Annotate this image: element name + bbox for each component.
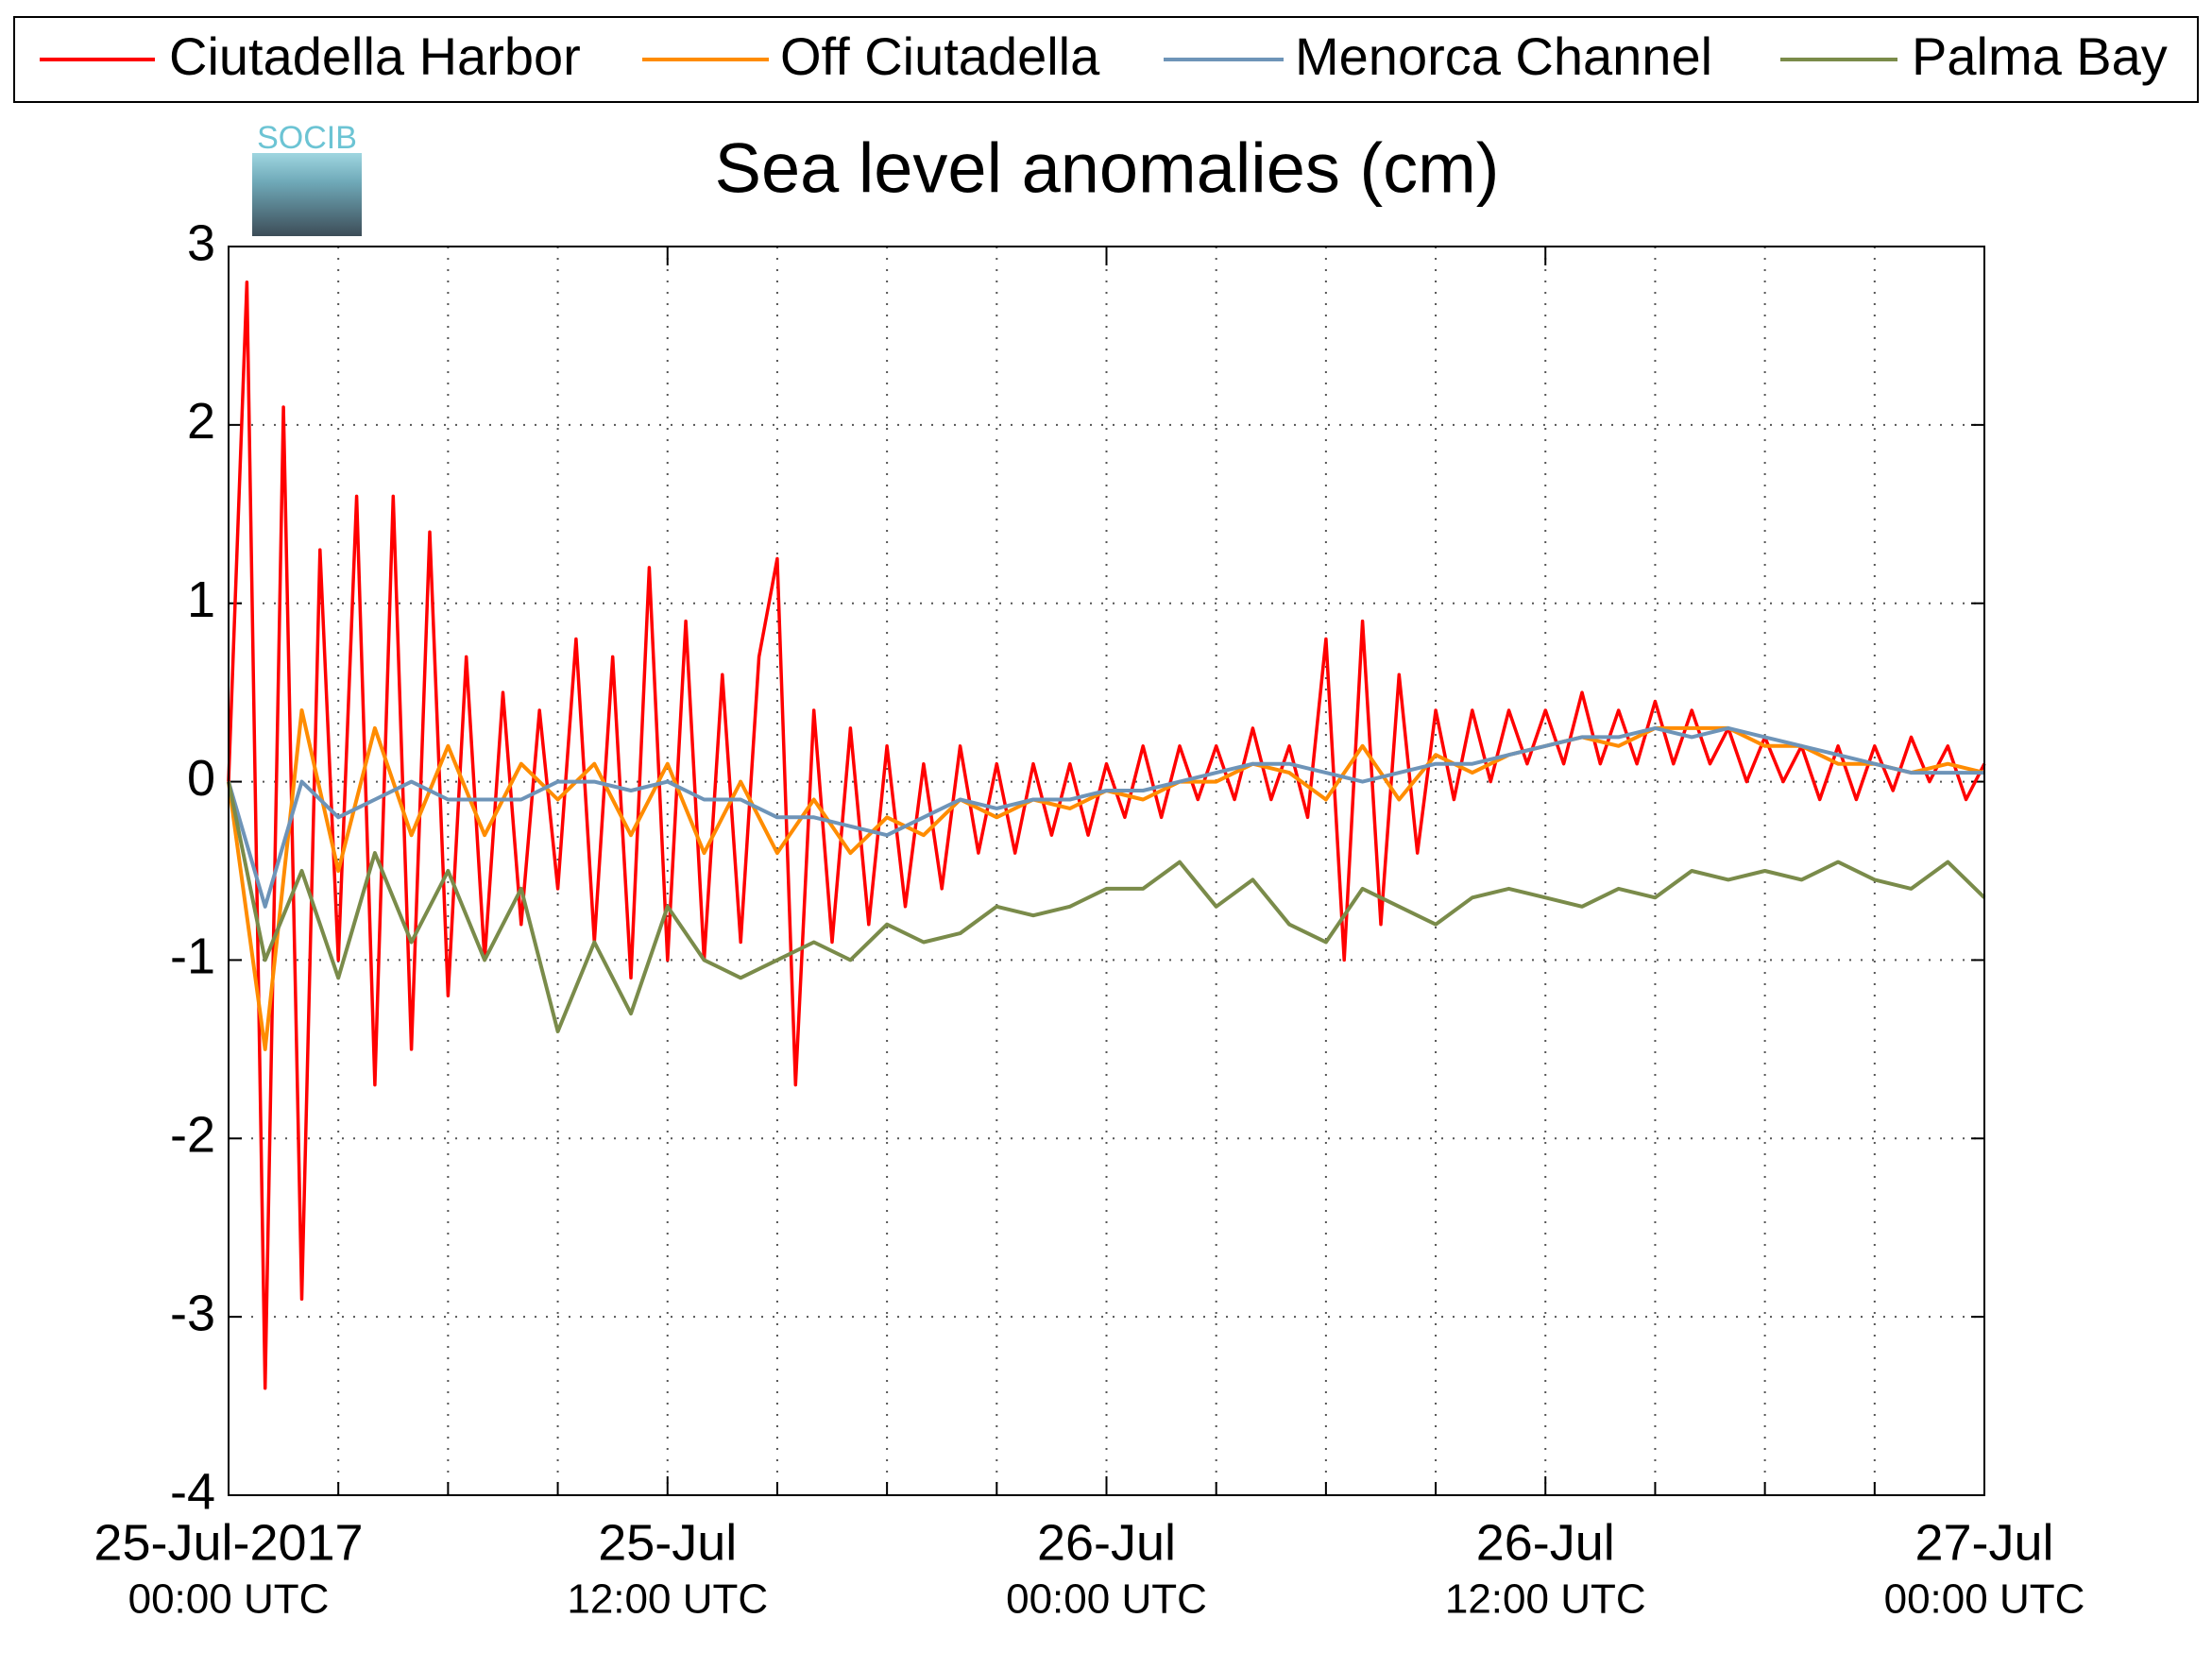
series-line [227,725,1984,909]
y-tick-label: -2 [170,1107,215,1164]
chart-title: Sea level anomalies (cm) [715,129,1500,208]
x-tick-sublabel: 00:00 UTC [1006,1576,1207,1623]
logo-text: SOCIB [257,120,357,156]
plot-frame [228,246,1985,1496]
legend-label: Off Ciutadella [780,26,1100,86]
y-tick-label: 2 [187,393,215,450]
y-tick-label: 0 [187,750,215,807]
x-tick-label: 25-Jul-2017 [94,1514,363,1571]
x-tick-label: 26-Jul [1037,1514,1176,1571]
y-tick-label: 1 [187,571,215,628]
logo [252,153,362,236]
x-tick-label: 26-Jul [1476,1514,1615,1571]
series-line [227,281,1986,1390]
legend-label: Palma Bay [1912,26,2168,86]
x-tick-sublabel: 12:00 UTC [1445,1576,1646,1623]
x-tick-sublabel: 00:00 UTC [128,1576,330,1623]
x-tick-sublabel: 12:00 UTC [567,1576,768,1623]
x-tick-sublabel: 00:00 UTC [1884,1576,2085,1623]
y-tick-label: -4 [170,1463,215,1520]
legend-label: Ciutadella Harbor [169,26,581,86]
y-tick-label: -1 [170,928,215,985]
y-tick-label: -3 [170,1285,215,1341]
y-tick-label: 3 [187,214,215,271]
x-tick-label: 27-Jul [1914,1514,2053,1571]
series-line [227,781,1986,1033]
legend-label: Menorca Channel [1295,26,1712,86]
x-tick-label: 25-Jul [598,1514,737,1571]
